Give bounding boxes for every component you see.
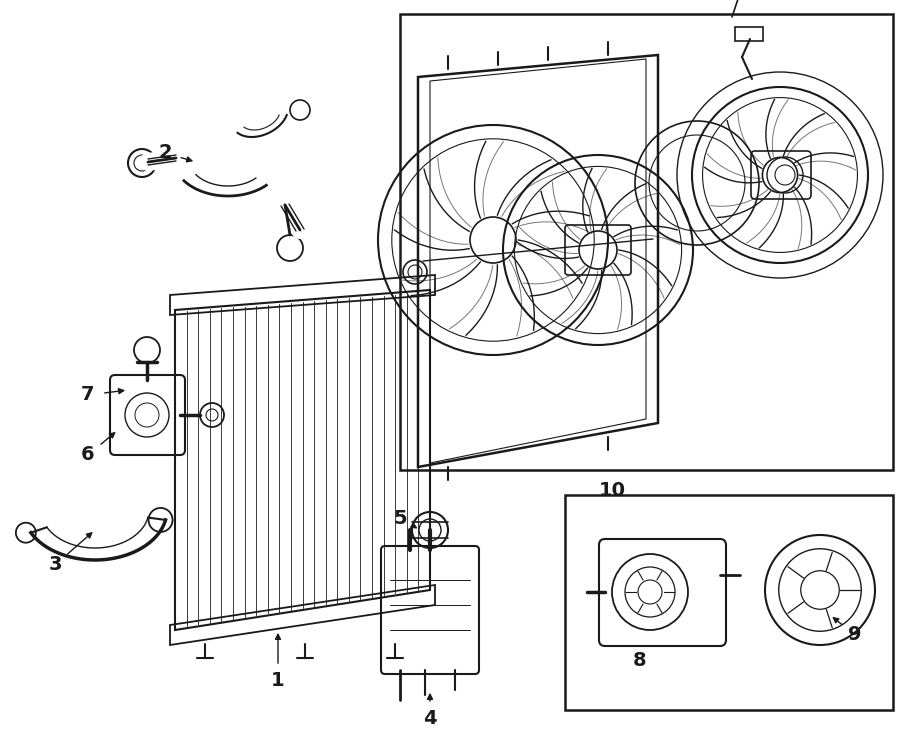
- Text: 3: 3: [49, 556, 62, 575]
- Text: 6: 6: [81, 445, 94, 464]
- Text: 4: 4: [423, 708, 436, 727]
- Text: 2: 2: [158, 144, 172, 163]
- Text: 8: 8: [634, 650, 647, 670]
- Text: 9: 9: [848, 625, 862, 645]
- Text: 5: 5: [393, 509, 407, 528]
- Text: 7: 7: [81, 386, 94, 404]
- Text: 1: 1: [271, 671, 284, 689]
- Bar: [400, 14, 893, 470]
- Text: 10: 10: [598, 481, 625, 500]
- Bar: [565, 495, 893, 710]
- Bar: [735, 27, 763, 41]
